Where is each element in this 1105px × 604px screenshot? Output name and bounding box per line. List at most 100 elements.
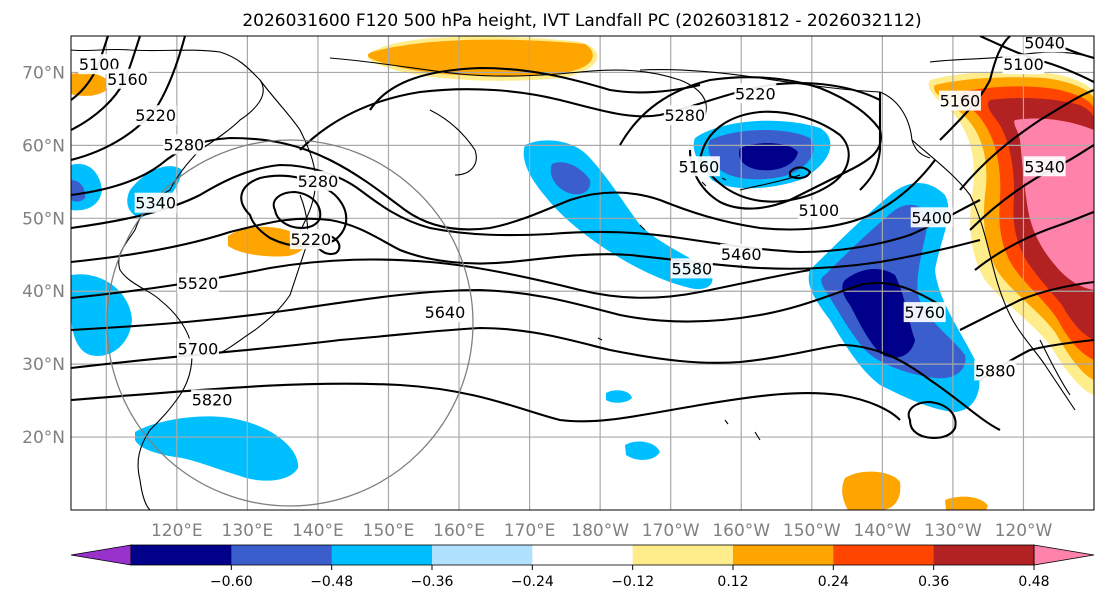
height-contour [698, 110, 850, 203]
contour-label: 5400 [911, 208, 952, 227]
lon-tick-label: 120°E [151, 521, 203, 541]
contour-label: 5280 [298, 172, 339, 191]
ivt-negative-region-tropics [135, 416, 299, 481]
contour-label-halo [663, 105, 706, 126]
lon-tick-label: 150°E [363, 521, 415, 541]
colorbar-tick-label: −0.48 [310, 574, 353, 590]
height-contour [71, 258, 811, 300]
colorbar-frame [130, 544, 1035, 566]
lat-tick-label: 20°N [22, 428, 65, 448]
ivt-negative-region-small-1 [606, 390, 632, 403]
ivt-positive-region-arctic-core [367, 39, 593, 76]
height-contour [369, 66, 701, 111]
coastline-kamchatka [259, 79, 317, 233]
longitude-axis: 120°E 130°E 140°E 150°E 160°E 170°E 180°W 170°W… [151, 521, 1053, 541]
colorbar-tick-label: −0.60 [210, 574, 253, 590]
contour-label-halo [797, 200, 840, 221]
height-contours [71, 36, 1094, 439]
coastline-north-america [911, 139, 1076, 411]
height-contour [959, 280, 1094, 331]
ivt-negative-region-small-2 [625, 441, 660, 460]
colorbar-segment [532, 545, 634, 565]
contour-label: 5340 [135, 194, 176, 213]
colorbar-extend-high [1033, 544, 1095, 566]
colorbar-segment [833, 545, 935, 565]
contour-label-halo [1023, 36, 1066, 53]
height-contour [788, 166, 812, 180]
lon-tick-label: 180°W [571, 521, 629, 541]
lon-tick-label: 160°W [712, 521, 770, 541]
contour-label-halo [296, 170, 339, 191]
colorbar: −0.60 −0.48 −0.36 −0.24 −0.12 0.12 0.24 0.36 0.4… [70, 544, 1095, 590]
ivt-positive-region-nw-corner [71, 72, 110, 96]
lon-tick-label: 140°E [292, 521, 344, 541]
contour-label-halo [134, 192, 177, 213]
height-contour [71, 217, 981, 270]
coastline-alaska-peninsula [739, 174, 801, 191]
contour-label-halo [974, 360, 1017, 381]
ivt-positive-region-south-1 [842, 471, 901, 510]
lon-tick-label: 130°E [222, 521, 274, 541]
height-contour [71, 163, 981, 254]
lon-tick-label: 130°W [924, 521, 982, 541]
ivt-negative-region-bering-core [739, 143, 798, 171]
height-contour [299, 82, 881, 151]
coastline-islands-1 [597, 177, 761, 441]
map-frame [70, 35, 1095, 511]
contour-label-halo [938, 90, 981, 111]
contour-label: 5640 [425, 303, 466, 322]
contour-label-halo [289, 229, 332, 250]
colorbar-segment [131, 545, 232, 565]
colorbar-tick-label: −0.12 [611, 574, 654, 590]
contour-label-halo [106, 68, 149, 89]
height-contour [859, 92, 882, 191]
contour-label-halo [1002, 54, 1045, 75]
colorbar-tick-label: −0.36 [411, 574, 454, 590]
coastline-alaska [639, 68, 931, 159]
map-layers: 5100 5160 5220 5280 5340 5280 5220 5520 5700 5820… [71, 36, 1094, 510]
contour-label: 5220 [735, 84, 776, 103]
colorbar-segment [733, 545, 834, 565]
lat-tick-label: 40°N [22, 282, 65, 302]
coastline-siberia-north [329, 57, 707, 116]
colorbar-segment [231, 545, 333, 565]
height-contour [71, 281, 941, 332]
lon-tick-label: 140°W [853, 521, 911, 541]
height-contour [974, 211, 1094, 271]
ivt-positive-region-south-2 [945, 496, 988, 510]
lon-tick-label: 160°E [433, 521, 485, 541]
chart-title: 2026031600 F120 500 hPa height, IVT Land… [242, 11, 921, 31]
lat-tick-label: 50°N [22, 209, 65, 229]
contour-labels: 5100 5160 5220 5280 5340 5280 5220 5520 5700 5820… [78, 36, 1066, 410]
contour-label: 5820 [192, 391, 233, 410]
contour-label: 5880 [975, 361, 1016, 380]
lon-tick-label: 150°W [783, 521, 841, 541]
coastlines [71, 48, 1094, 510]
contour-label-halo [677, 156, 720, 177]
contour-label: 5460 [721, 245, 762, 264]
contour-label: 5760 [904, 303, 945, 322]
contour-label-halo [134, 105, 177, 126]
lat-tick-label: 70°N [22, 63, 65, 83]
colorbar-tick-label: 0.36 [918, 574, 949, 590]
height-contour [979, 36, 1094, 83]
height-contour [907, 400, 957, 439]
height-contour [71, 382, 901, 423]
contour-label: 5340 [1024, 157, 1065, 176]
contour-label-halo [734, 83, 777, 104]
contour-label-halo [191, 389, 234, 410]
lat-tick-label: 60°N [22, 136, 65, 156]
colorbar-extend-low [70, 544, 132, 566]
colorbar-tick-label: 0.12 [717, 574, 748, 590]
contour-label: 5160 [940, 92, 981, 111]
coastline-asia [71, 48, 264, 510]
contour-label: 5280 [164, 135, 205, 154]
colorbar-segment [632, 545, 734, 565]
contour-label-halo [423, 302, 466, 323]
contour-label: 5160 [107, 70, 148, 89]
ivt-negative-region-west-siberia-core [71, 180, 86, 202]
contour-label: 5220 [291, 230, 332, 249]
latitude-axis: 20°N 30°N 40°N 50°N 60°N 70°N [22, 63, 65, 448]
contour-label: 5100 [798, 201, 839, 220]
